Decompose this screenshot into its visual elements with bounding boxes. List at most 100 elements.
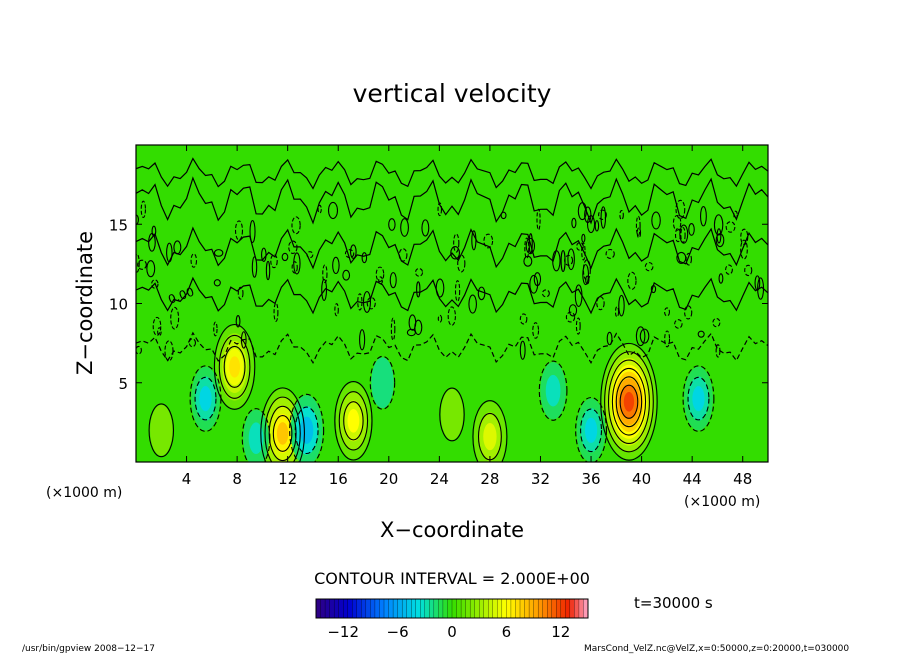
contour-line bbox=[140, 200, 146, 219]
contour-line bbox=[744, 264, 753, 277]
y-tick-label: 10 bbox=[109, 296, 128, 314]
colorbar-frame bbox=[315, 598, 589, 619]
contour-line bbox=[400, 218, 409, 237]
colorbar-cell bbox=[542, 598, 548, 619]
contour-line bbox=[213, 279, 221, 287]
field-cell bbox=[545, 374, 561, 407]
contour-line bbox=[270, 254, 278, 269]
x-axis: 4 8 12 16 20 24 28 32 36 40 44 48 bbox=[182, 145, 752, 488]
field-cell bbox=[371, 357, 394, 409]
contour-line bbox=[699, 206, 707, 227]
contour-line bbox=[725, 264, 733, 275]
contour-line bbox=[136, 157, 768, 190]
field-cell bbox=[623, 391, 635, 412]
contour-line bbox=[136, 253, 140, 273]
contour-line bbox=[611, 367, 647, 436]
x-tick-label: 40 bbox=[632, 470, 651, 488]
contour-line bbox=[251, 256, 258, 278]
colorbar-tick-label: −12 bbox=[327, 623, 359, 641]
contour-line bbox=[576, 242, 584, 251]
contour-line bbox=[342, 269, 351, 281]
contour-line bbox=[293, 252, 301, 275]
contour-line bbox=[596, 296, 605, 311]
colorbar-ticks: −12 −6 0 6 12 bbox=[327, 623, 570, 641]
colorbar-cell bbox=[347, 598, 353, 619]
contour-line bbox=[598, 209, 607, 220]
contour-line bbox=[223, 345, 246, 388]
contour-line bbox=[472, 400, 508, 462]
contour-line bbox=[718, 273, 724, 284]
colorbar-cell bbox=[401, 598, 408, 619]
colorbar-cell bbox=[433, 598, 439, 619]
x-tick-label: 16 bbox=[329, 470, 348, 488]
colorbar-cell bbox=[343, 598, 349, 619]
field-cell bbox=[584, 417, 598, 443]
contour-line bbox=[289, 393, 325, 462]
x-unit-right: (×1000 m) bbox=[684, 494, 760, 510]
field-cell bbox=[150, 404, 173, 456]
contour-line bbox=[680, 226, 686, 244]
contour-line bbox=[157, 327, 162, 337]
contour-line bbox=[136, 276, 768, 315]
y-axis-label: Z−coordinate bbox=[73, 231, 97, 375]
x-tick-label: 44 bbox=[683, 470, 702, 488]
colorbar-cell bbox=[492, 598, 498, 619]
contour-line bbox=[350, 244, 357, 259]
footer-left: /usr/bin/gpview 2008−12−17 bbox=[22, 644, 155, 654]
field-cell bbox=[347, 408, 360, 433]
colorbar bbox=[315, 598, 589, 619]
field-cell bbox=[692, 386, 705, 412]
contour-line bbox=[615, 376, 643, 428]
contour-line bbox=[375, 266, 385, 282]
contour-line bbox=[664, 330, 671, 348]
contour-line bbox=[268, 405, 297, 462]
contour-line bbox=[676, 251, 687, 264]
field-cell bbox=[483, 422, 497, 451]
contour-line bbox=[389, 272, 397, 289]
contour-line bbox=[148, 403, 175, 458]
field-cell bbox=[229, 356, 241, 378]
contour-line bbox=[447, 306, 456, 326]
contour-line bbox=[213, 249, 224, 257]
colorbar-cell bbox=[420, 598, 426, 619]
colorbar-cell bbox=[365, 598, 371, 619]
contour-line bbox=[529, 274, 539, 294]
field-cell bbox=[440, 389, 464, 440]
contour-line bbox=[697, 330, 705, 338]
colorbar-cell bbox=[447, 598, 453, 619]
colorbar-cell bbox=[574, 598, 580, 619]
colorbar-cell bbox=[333, 598, 340, 619]
contour-line bbox=[582, 264, 590, 286]
contour-line bbox=[519, 313, 528, 325]
colorbar-cell bbox=[469, 598, 476, 619]
colorbar-cell bbox=[497, 598, 503, 619]
contour-line bbox=[565, 311, 576, 323]
contour-line bbox=[164, 340, 174, 362]
contour-line bbox=[334, 303, 339, 317]
contour-line bbox=[137, 259, 147, 270]
contour-line bbox=[639, 328, 650, 344]
x-tick-label: 8 bbox=[232, 470, 242, 488]
contour-line bbox=[675, 199, 686, 220]
contour-line bbox=[136, 345, 142, 355]
contour-line bbox=[338, 391, 369, 451]
contour-line bbox=[151, 279, 159, 289]
contour-line bbox=[606, 331, 613, 346]
contour-line bbox=[218, 334, 251, 399]
x-tick-label: 48 bbox=[733, 470, 752, 488]
colorbar-cell bbox=[456, 598, 462, 619]
contour-line bbox=[264, 396, 301, 462]
contour-line bbox=[627, 271, 637, 290]
field-cell bbox=[248, 422, 264, 455]
contour-line bbox=[525, 237, 536, 255]
contour-line bbox=[343, 401, 364, 441]
colorbar-cell bbox=[537, 598, 544, 619]
contour-line bbox=[294, 406, 319, 455]
x-axis-label: X−coordinate bbox=[380, 518, 524, 542]
chart-title: vertical velocity bbox=[353, 79, 552, 108]
contour-line bbox=[136, 331, 768, 365]
colorbar-cell bbox=[338, 598, 344, 619]
contour-line bbox=[317, 204, 322, 214]
colorbar-cell bbox=[392, 598, 399, 619]
contour-line bbox=[567, 248, 575, 271]
